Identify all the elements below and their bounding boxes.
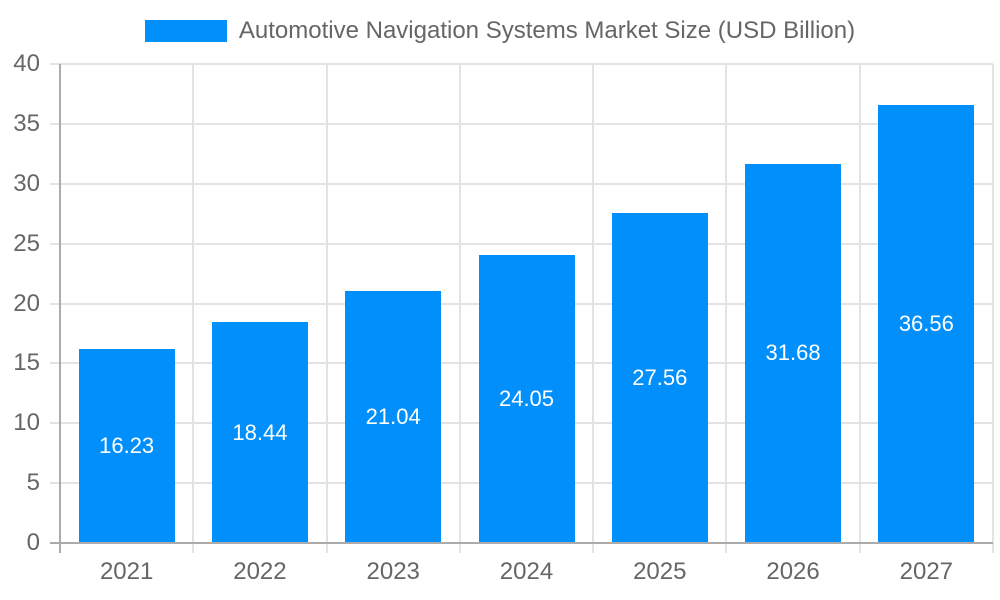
gridline-horizontal [60, 63, 993, 65]
gridline-vertical [458, 64, 461, 543]
x-axis-tick [992, 543, 994, 553]
y-axis-tick [50, 182, 60, 185]
gridline-vertical [725, 64, 728, 543]
gridline-horizontal [60, 242, 993, 245]
legend-item[interactable]: Automotive Navigation Systems Market Siz… [144, 17, 856, 45]
y-tick-label: 10 [13, 409, 40, 437]
y-tick-label: 30 [13, 169, 40, 197]
x-axis-tick [858, 543, 861, 553]
gridline-horizontal [60, 122, 993, 125]
y-tick-label: 20 [13, 289, 40, 317]
bar-value-label: 31.68 [765, 340, 821, 366]
gridline-horizontal [60, 182, 993, 185]
y-tick-label: 35 [13, 109, 40, 137]
bar-2025[interactable]: 27.56 [611, 212, 708, 543]
bar-2021[interactable]: 16.23 [78, 348, 175, 543]
gridline-vertical [592, 64, 595, 543]
legend-label: Automotive Navigation Systems Market Siz… [238, 17, 856, 44]
bar-value-label: 36.56 [898, 311, 954, 337]
x-tick-label: 2027 [899, 558, 954, 585]
y-axis-tick [50, 63, 60, 65]
bar-value-label: 24.05 [498, 385, 555, 411]
gridline-vertical [325, 64, 328, 543]
x-axis-tick [192, 543, 195, 553]
x-axis-tick [458, 543, 461, 553]
x-axis-line [50, 542, 993, 544]
bar-2026[interactable]: 31.68 [745, 163, 842, 543]
bar-value-label: 16.23 [99, 432, 155, 458]
y-tick-label: 25 [13, 229, 40, 257]
bar-2023[interactable]: 21.04 [345, 291, 442, 543]
gridline-vertical [992, 64, 994, 543]
y-axis-tick [50, 242, 60, 245]
y-tick-label: 5 [26, 469, 40, 497]
x-tick-label: 2022 [233, 558, 287, 585]
chart-legend: Automotive Navigation Systems Market Siz… [0, 16, 1000, 46]
legend-marker-swatch [144, 20, 227, 42]
gridline-vertical [858, 64, 861, 543]
y-axis-tick [50, 482, 60, 485]
y-axis-tick [50, 122, 60, 125]
gridline-vertical [192, 64, 195, 543]
bar-2024[interactable]: 24.05 [478, 255, 575, 543]
bar-2022[interactable]: 18.44 [211, 322, 308, 543]
y-axis-tick [50, 422, 60, 425]
x-tick-label: 2023 [366, 558, 420, 585]
plot-area: 16.23 18.44 21.04 24.05 27.56 31.68 36.56 [60, 63, 994, 544]
bar-value-label: 27.56 [632, 364, 688, 390]
y-tick-label: 15 [13, 349, 40, 377]
x-axis-tick [725, 543, 728, 553]
x-tick-label: 2024 [499, 558, 554, 585]
y-axis-tick [50, 362, 60, 365]
y-tick-label: 0 [26, 529, 40, 556]
bar-2027[interactable]: 36.56 [878, 105, 975, 543]
y-axis-tick [50, 302, 60, 305]
x-tick-label: 2021 [99, 558, 154, 585]
bar-value-label: 21.04 [365, 404, 421, 429]
x-tick-label: 2025 [633, 558, 687, 585]
x-axis-tick [325, 543, 328, 553]
x-axis-tick [592, 543, 595, 553]
y-tick-label: 40 [13, 50, 40, 77]
bar-value-label: 18.44 [232, 419, 288, 445]
y-axis-line [59, 64, 61, 553]
x-tick-label: 2026 [766, 558, 820, 585]
